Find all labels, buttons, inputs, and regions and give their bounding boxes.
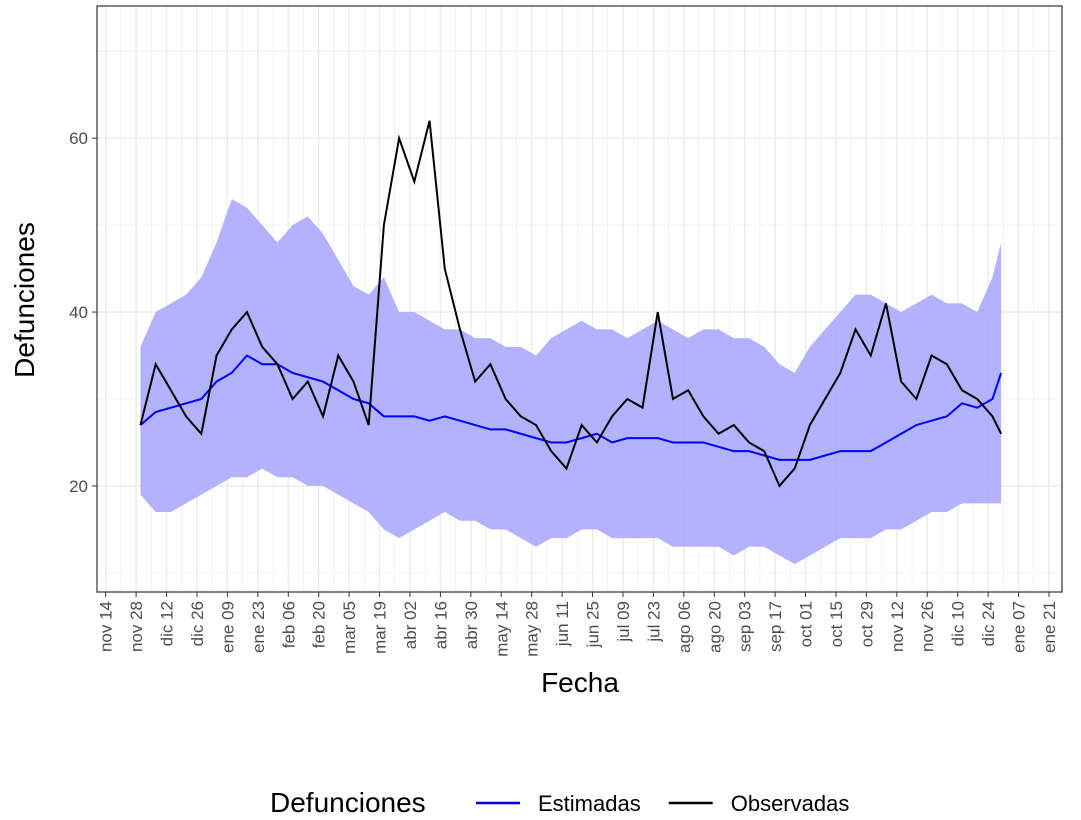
confidence-band bbox=[140, 199, 1002, 565]
x-tick-label: jul 09 bbox=[614, 601, 633, 643]
x-tick-label: jun 11 bbox=[553, 601, 572, 647]
x-tick-label: ene 07 bbox=[1010, 601, 1029, 653]
legend-label: Estimadas bbox=[538, 791, 641, 816]
x-tick-label: feb 20 bbox=[310, 601, 329, 648]
x-tick-label: ago 20 bbox=[705, 601, 724, 653]
x-tick-label: nov 28 bbox=[127, 601, 146, 652]
x-tick-label: jun 25 bbox=[584, 601, 603, 648]
x-tick-label: may 14 bbox=[492, 601, 511, 657]
legend-title: Defunciones bbox=[270, 787, 426, 818]
x-tick-label: nov 26 bbox=[918, 601, 937, 652]
x-axis-title: Fecha bbox=[541, 667, 619, 698]
y-tick-label: 40 bbox=[69, 303, 88, 322]
y-tick-label: 60 bbox=[69, 129, 88, 148]
x-tick-label: mar 05 bbox=[340, 601, 359, 654]
x-tick-label: nov 12 bbox=[888, 601, 907, 652]
series-line bbox=[139, 354, 1003, 461]
x-tick-label: oct 15 bbox=[827, 601, 846, 647]
x-tick-label: abr 16 bbox=[431, 601, 450, 649]
y-axis-title: Defunciones bbox=[9, 222, 40, 378]
x-tick-label: dic 26 bbox=[188, 601, 207, 646]
panel-border bbox=[96, 5, 1063, 593]
legend-label: Observadas bbox=[731, 791, 850, 816]
x-tick-label: sep 17 bbox=[766, 601, 785, 652]
x-tick-label: sep 03 bbox=[736, 601, 755, 652]
x-tick-label: ene 23 bbox=[249, 601, 268, 653]
x-tick-label: abr 30 bbox=[462, 601, 481, 649]
x-tick-label: oct 01 bbox=[797, 601, 816, 647]
x-tick-label: nov 14 bbox=[97, 601, 116, 652]
x-tick-label: jul 23 bbox=[644, 601, 663, 643]
x-tick-label: ago 06 bbox=[675, 601, 694, 653]
x-tick-label: abr 02 bbox=[401, 601, 420, 649]
x-tick-label: may 28 bbox=[523, 601, 542, 657]
y-tick-label: 20 bbox=[69, 477, 88, 496]
x-tick-label: oct 29 bbox=[857, 601, 876, 647]
x-tick-label: dic 10 bbox=[949, 601, 968, 646]
x-tick-label: feb 06 bbox=[279, 601, 298, 648]
x-tick-label: ene 21 bbox=[1040, 601, 1059, 653]
series-line bbox=[139, 120, 1003, 488]
x-tick-label: ene 09 bbox=[218, 601, 237, 653]
x-tick-label: dic 24 bbox=[979, 601, 998, 646]
x-tick-label: mar 19 bbox=[371, 601, 390, 654]
x-tick-label: dic 12 bbox=[158, 601, 177, 646]
